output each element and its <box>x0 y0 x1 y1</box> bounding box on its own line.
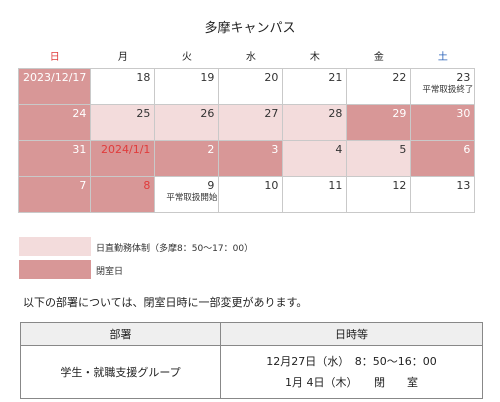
header-datetime: 日時等 <box>220 322 483 346</box>
calendar-week-row: 31 2024/1/1 2 3 4 5 6 <box>17 140 476 177</box>
legend-label-duty: 日直勤務体制（多摩8：50～17：00） <box>96 244 254 254</box>
calendar-day-label: 24 <box>72 107 87 120</box>
notice-text: 以下の部署については、閉室日時に一部変更があります。 <box>23 296 308 309</box>
calendar-body: 2023/12/17 18 19 20 21 22 23 平常取扱終了 24 25 26 27 28 29… <box>17 68 476 213</box>
calendar-day-label: 19 <box>200 71 215 84</box>
calendar-day-label: 12 <box>392 179 407 192</box>
cell-dept: 学生・就職支援グループ <box>20 345 221 399</box>
calendar-day-label: 29 <box>392 107 407 120</box>
calendar-day-cell: 18 <box>90 68 156 105</box>
calendar-day-cell: 27 <box>218 104 284 141</box>
calendar-day-cell: 31 <box>17 140 92 177</box>
calendar-day-label: 11 <box>328 179 343 192</box>
calendar-day-cell: 25 <box>90 104 156 141</box>
calendar-day-label: 23 <box>456 71 471 84</box>
calendar-day-cell: 10 <box>218 176 284 213</box>
legend-swatch-closed <box>19 260 91 279</box>
calendar-day-label: 7 <box>79 179 87 192</box>
calendar-day-cell: 2024/1/1 <box>90 140 156 177</box>
calendar-day-label: 31 <box>72 143 87 156</box>
calendar-day-cell: 12 <box>346 176 412 213</box>
legend-label-closed: 閉室日 <box>96 267 124 277</box>
calendar-week-row: 2023/12/17 18 19 20 21 22 23 平常取扱終了 <box>17 68 476 105</box>
calendar-day-label: 9 <box>207 179 215 192</box>
calendar-day-note: 平常取扱開始 <box>166 193 218 203</box>
datetime-line: 12月27日（水） 8：50～16：00 <box>266 355 437 368</box>
calendar-day-cell: 22 <box>346 68 412 105</box>
weekday-header-row: 日 月 火 水 木 金 土 <box>19 42 475 69</box>
calendar-day-cell: 29 <box>346 104 412 141</box>
calendar-day-cell: 19 <box>154 68 220 105</box>
calendar-day-cell: 8 <box>90 176 156 213</box>
calendar-day-cell: 28 <box>282 104 348 141</box>
calendar-day-cell: 7 <box>17 176 92 213</box>
calendar-day-label: 6 <box>463 143 471 156</box>
calendar-day-label: 18 <box>136 71 151 84</box>
calendar: 日 月 火 水 木 金 土 2023/12/17 18 19 20 21 22 23 平常取扱… <box>17 42 476 213</box>
calendar-day-label: 26 <box>200 107 215 120</box>
weekday-fri: 金 <box>373 51 384 63</box>
table-row: 学生・就職支援グループ 12月27日（水） 8：50～16：00 1月 4日（木… <box>20 345 483 399</box>
calendar-day-label: 3 <box>271 143 279 156</box>
page-title: 多摩キャンパス <box>204 21 296 36</box>
calendar-day-cell: 24 <box>17 104 92 141</box>
weekday-tue: 火 <box>181 51 192 63</box>
weekday-mon: 月 <box>117 51 128 63</box>
calendar-day-label: 30 <box>456 107 471 120</box>
calendar-day-cell: 30 <box>410 104 476 141</box>
calendar-day-label: 21 <box>328 71 343 84</box>
header-dept: 部署 <box>20 322 221 346</box>
calendar-day-cell: 11 <box>282 176 348 213</box>
calendar-day-cell: 26 <box>154 104 220 141</box>
calendar-day-label: 10 <box>264 179 279 192</box>
weekday-wed: 水 <box>245 51 256 63</box>
calendar-day-label: 20 <box>264 71 279 84</box>
calendar-day-cell: 9 平常取扱開始 <box>154 176 220 213</box>
calendar-day-cell: 2 <box>154 140 220 177</box>
calendar-day-cell: 6 <box>410 140 476 177</box>
calendar-day-label: 13 <box>456 179 471 192</box>
cell-datetime: 12月27日（水） 8：50～16：00 1月 4日（木） 閉 室 <box>220 345 483 399</box>
calendar-day-cell: 13 <box>410 176 476 213</box>
calendar-day-note: 平常取扱終了 <box>422 85 474 95</box>
calendar-day-label: 2 <box>207 143 215 156</box>
calendar-day-label: 5 <box>399 143 407 156</box>
calendar-day-label: 8 <box>143 179 151 192</box>
calendar-day-label: 4 <box>335 143 343 156</box>
weekday-thu: 木 <box>309 51 320 63</box>
calendar-day-cell: 20 <box>218 68 284 105</box>
calendar-day-label: 27 <box>264 107 279 120</box>
calendar-day-cell: 4 <box>282 140 348 177</box>
calendar-day-cell: 21 <box>282 68 348 105</box>
datetime-line: 1月 4日（木） 閉 室 <box>285 376 418 389</box>
calendar-day-cell: 3 <box>218 140 284 177</box>
calendar-day-label: 25 <box>136 107 151 120</box>
calendar-day-label: 28 <box>328 107 343 120</box>
calendar-week-row: 7 8 9 平常取扱開始 10 11 12 13 <box>17 176 476 213</box>
calendar-day-cell: 5 <box>346 140 412 177</box>
calendar-day-cell: 23 平常取扱終了 <box>410 68 476 105</box>
calendar-week-row: 24 25 26 27 28 29 30 <box>17 104 476 141</box>
calendar-day-cell: 2023/12/17 <box>17 68 92 105</box>
calendar-day-label: 2023/12/17 <box>23 71 87 84</box>
weekday-sun: 日 <box>49 51 60 63</box>
calendar-day-label: 2024/1/1 <box>101 143 151 156</box>
schedule-change-table: 部署 日時等 学生・就職支援グループ 12月27日（水） 8：50～16：00 … <box>20 322 483 399</box>
table-header-row: 部署 日時等 <box>20 322 483 346</box>
weekday-sat: 土 <box>437 51 448 63</box>
calendar-day-label: 22 <box>392 71 407 84</box>
legend-swatch-duty <box>19 237 91 256</box>
